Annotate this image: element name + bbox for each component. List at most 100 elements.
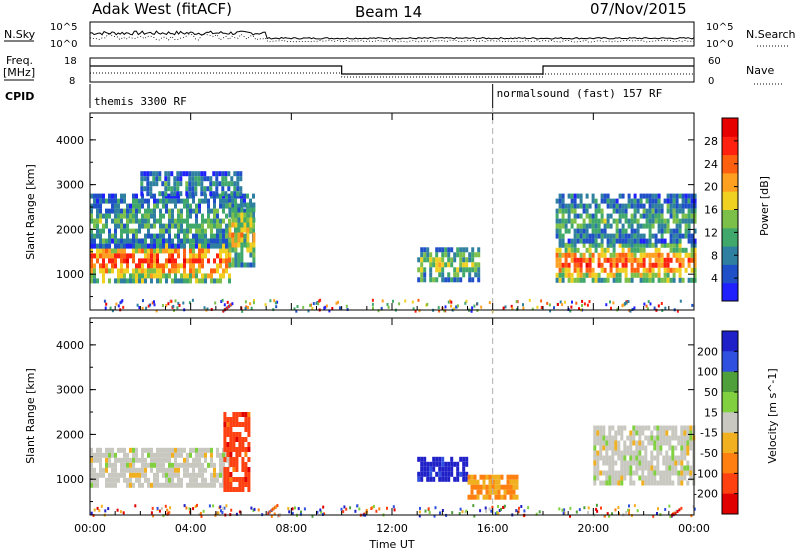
velocity-cell [216,477,219,483]
velocity-cell [162,467,165,473]
power-cell [621,223,625,229]
power-cell [231,222,235,228]
power-cell [252,207,256,213]
power-speckle [295,309,298,313]
velocity-cell [99,447,102,453]
power-cell [438,247,442,253]
power-cell [594,228,598,234]
power-cell [576,203,580,209]
power-cell [234,232,238,238]
power-cell [570,252,574,258]
power-cell [441,247,445,253]
power-speckle [253,299,255,302]
power-cell [191,191,195,197]
power-cell [206,186,210,192]
power-cell [156,253,159,259]
velocity-cell [229,477,233,482]
power-cell [239,176,243,182]
velocity-cell [668,480,672,486]
velocity-cell [650,475,654,481]
velocity-cell [608,440,612,446]
velocity-cell [207,447,210,453]
power-cell [621,233,625,239]
power-cell [600,242,604,248]
power-speckle [273,299,276,303]
power-cell [135,268,138,274]
power-cell [633,257,637,263]
velocity-cell [198,472,201,478]
power-cell [675,193,679,199]
power-speckle [691,303,694,307]
power-cell [444,252,448,258]
power-cell [591,213,595,219]
velocity-cell [596,440,600,446]
power-cell [564,257,568,263]
power-cell [594,277,598,283]
velocity-cell [229,437,233,442]
power-cell [147,208,150,214]
power-speckle [223,303,226,307]
velocity-speckle [354,509,357,513]
power-cell [447,262,451,268]
velocity-cell [677,480,681,486]
power-cell [234,242,238,248]
velocity-cell [620,475,624,481]
power-cell [471,247,475,253]
power-cell [228,278,231,284]
power-cell [195,213,198,219]
power-cell [90,273,93,279]
power-cell [159,238,162,244]
power-cell [195,228,198,234]
velocity-cell [593,435,597,441]
velocity-cell [226,472,230,477]
nsearch-tick-lo: 10^0 [706,39,733,50]
velocity-cell [485,474,489,480]
power-cell [555,208,559,214]
power-cell [114,238,117,244]
power-cell [675,242,679,248]
power-cell [603,252,607,258]
power-cell [141,238,144,244]
power-cell [216,223,219,229]
velocity-cell [470,479,474,485]
velocity-speckle [563,508,566,512]
velocity-speckle [676,510,679,513]
power-cell [663,218,667,224]
power-cell [201,253,204,259]
velocity-cell [596,430,600,436]
velocity-speckle [275,505,278,509]
power-cell [567,208,571,214]
power-cell [129,253,132,259]
power-cell [687,223,691,229]
power-cell [672,252,676,258]
power-speckle [571,300,573,304]
power-cell [684,223,688,229]
power-cell [570,203,574,209]
velocity-cell [156,447,159,453]
velocity-cell [168,472,171,478]
velocity-cell [156,477,159,483]
power-cell [225,213,228,219]
header-title-center: Beam 14 [355,3,422,21]
power-cell [102,248,105,254]
velocity-cell [632,435,636,441]
velocity-cell [126,467,129,473]
velocity-cell [417,471,421,477]
power-cell [192,243,195,249]
power-cell [219,278,222,284]
power-cell [555,218,559,224]
velocity-cell [605,455,609,461]
power-cell [471,277,475,283]
velocity-cell [686,480,690,486]
velocity-cell [683,445,687,451]
velocity-cell [229,417,233,422]
power-cell [555,262,559,268]
nsky-label: N.Sky [4,28,36,41]
velocity-speckle [614,508,617,512]
power-cell [120,258,123,264]
power-cell [204,233,207,239]
velocity-cell [195,482,198,488]
power-cell [672,238,676,244]
power-cell [210,218,213,224]
power-cell [642,233,646,239]
